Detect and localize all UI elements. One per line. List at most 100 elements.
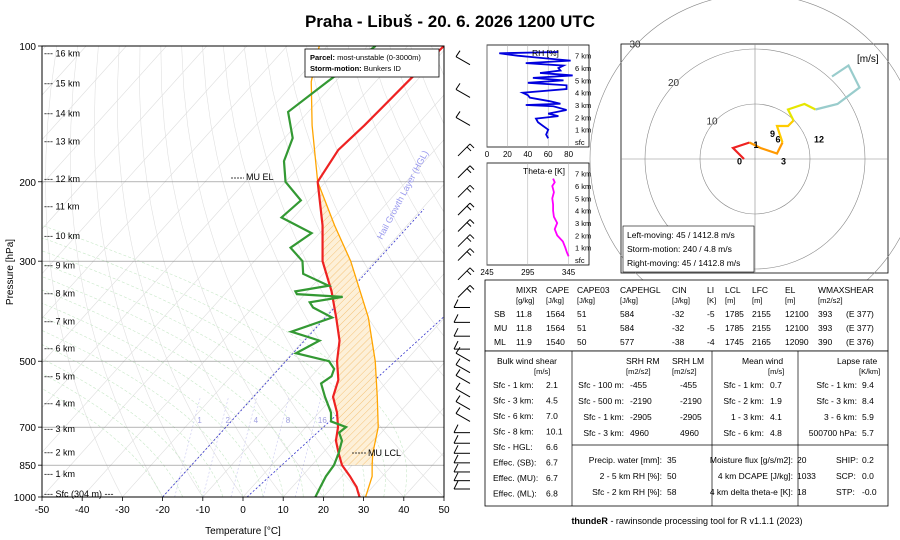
x-tick-label: 0 (240, 505, 246, 516)
bulk-shear-value: 2.1 (546, 380, 558, 390)
parcel-header-unit: [J/kg] (620, 296, 638, 305)
srh-lm-value: 4960 (680, 428, 699, 438)
hodograph-height-label: 3 (781, 157, 786, 167)
parcel-cell: (E 377) (846, 309, 874, 319)
lapse-rate-label: 3 - 6 km: (824, 412, 857, 422)
moist-adiabat-line (42, 225, 408, 497)
misc-value: 18 (797, 487, 807, 497)
parcel-header: LI (707, 285, 714, 295)
bulk-shear-label: Sfc - 6 km: (493, 411, 534, 421)
height-label: --- 14 km (44, 108, 80, 118)
mu-el-label: MU EL (246, 172, 274, 182)
y-tick-label: 850 (19, 461, 36, 472)
svg-text:Parcel: most-unstable (0-3000m: Parcel: most-unstable (0-3000m) (310, 53, 421, 62)
panel-y-tick-label: 5 km (575, 194, 591, 203)
lapse-rate-value: 8.4 (862, 396, 874, 406)
bulk-shear-value: 6.6 (546, 442, 558, 452)
misc-label: Moisture flux [g/s/m2]: (710, 455, 793, 465)
moisture-value: 58 (667, 487, 677, 497)
parcel-table: MIXR[g/kg]CAPE[J/kg]CAPE03[J/kg]CAPEHGL[… (484, 279, 889, 352)
isotherm-line (42, 49, 444, 497)
svg-text:Left-moving: 45 / 1412.8 m/s: Left-moving: 45 / 1412.8 m/s (627, 230, 735, 240)
parcel-cell: 393 (818, 309, 832, 319)
height-label: --- 15 km (44, 78, 80, 88)
composite-label: SHIP: (836, 455, 858, 465)
temperature-line (316, 46, 444, 497)
parcel-cell: -4 (707, 337, 715, 347)
parcel-cell: 12090 (785, 337, 809, 347)
wind-barb (453, 480, 470, 490)
height-label: --- 6 km (44, 344, 75, 354)
mean-wind-value: 1.9 (770, 396, 782, 406)
dry-adiabat-line (117, 46, 244, 497)
isotherm-line (42, 46, 208, 230)
x-tick-label: 10 (278, 505, 290, 516)
dry-adiabat-line (202, 46, 405, 497)
wind-barb (453, 314, 470, 323)
moist-adiabat-line (42, 316, 264, 497)
x-tick-label: -20 (155, 505, 170, 516)
hodograph-height-label: 9 (770, 129, 775, 139)
hodograph-segment (730, 141, 750, 160)
bulk-shear-label: Sfc - 1 km: (493, 380, 534, 390)
parcel-cell: -32 (672, 323, 685, 333)
lapse-rate-label: 500700 hPa: (809, 428, 857, 438)
dry-adiabat-line (139, 46, 284, 497)
wind-barb (457, 267, 475, 281)
parcel-header: MIXR (516, 285, 537, 295)
panel-x-tick-label: 0 (485, 150, 490, 159)
theta-e-panel: Theta-e [K] 245 295 345 7 km 6 km 5 km 4 km 3 k… (480, 162, 591, 277)
hgl-boundary-line (162, 208, 425, 497)
parcel-cell: 11.8 (516, 309, 532, 319)
parcel-header-unit: [J/kg] (546, 296, 564, 305)
skewt-axes: -50 -40 -30 -20 -10 0 10 20 30 40 50 100 200 300 500 70… (14, 42, 450, 516)
wind-barb (457, 248, 475, 261)
bulk-shear-value: 6.7 (546, 458, 558, 468)
height-label: --- 13 km (44, 137, 80, 147)
parcel-cell: 390 (818, 337, 832, 347)
srh-label: Sfc - 100 m: (578, 380, 624, 390)
wind-barbs (453, 50, 475, 490)
wind-barb (453, 299, 470, 308)
panel-x-tick-label: 80 (564, 150, 573, 159)
parcel-cell: -5 (707, 323, 715, 333)
rh-title: RH [%] (532, 48, 559, 58)
parcel-cell: 2165 (752, 337, 771, 347)
parcel-header: LCL (725, 285, 741, 295)
parcel-cell: 2155 (752, 309, 771, 319)
parcel-header-unit: [m2/s2] (818, 296, 843, 305)
lapse-rate-unit: [K/km] (859, 367, 880, 376)
parcel-cell: 51 (577, 323, 587, 333)
storm-motion-box: Left-moving: 45 / 1412.8 m/s Storm-motio… (622, 225, 755, 273)
hodograph-unit: [m/s] (857, 54, 879, 65)
srh-header: SRH LM (672, 356, 704, 366)
wind-barb (455, 346, 471, 362)
parcel-header-unit: [J/kg] (577, 296, 595, 305)
dry-adiabat-line (181, 46, 365, 497)
parcel-cell: (E 377) (846, 323, 874, 333)
parcel-header: CAPE (546, 285, 569, 295)
parcel-cell: 1785 (725, 323, 744, 333)
parcel-header: CAPE03 (577, 285, 610, 295)
moist-adiabat-line (42, 330, 244, 497)
wind-barb (453, 340, 470, 350)
theta-e-title: Theta-e [K] (523, 166, 565, 176)
y-tick-label: 1000 (14, 493, 37, 504)
hodograph-panel: 10 20 30 0 1 3 69 12 [m/s] Left-moving: 45 / 14… (589, 0, 900, 325)
height-label: --- 3 km (44, 424, 75, 434)
mixing-ratio-line (202, 396, 229, 497)
svg-text:Right-moving: 45 / 1412.8 m/s: Right-moving: 45 / 1412.8 m/s (627, 258, 740, 268)
isotherm-line (42, 46, 409, 453)
height-label: --- 10 km (44, 231, 80, 241)
y-tick-label: 300 (19, 257, 36, 268)
parcel-header: CAPEHGL (620, 285, 661, 295)
hodograph-ring-label: 10 (707, 117, 719, 128)
cape-hatch (317, 181, 379, 466)
moisture-label: 2 - 5 km RH [%]: (600, 471, 662, 481)
x-axis-label: Temperature [°C] (205, 526, 281, 537)
isotherm-line (322, 362, 444, 497)
mean-wind-label: 1 - 3 km: (731, 412, 764, 422)
dry-adiabat-line (264, 46, 444, 418)
